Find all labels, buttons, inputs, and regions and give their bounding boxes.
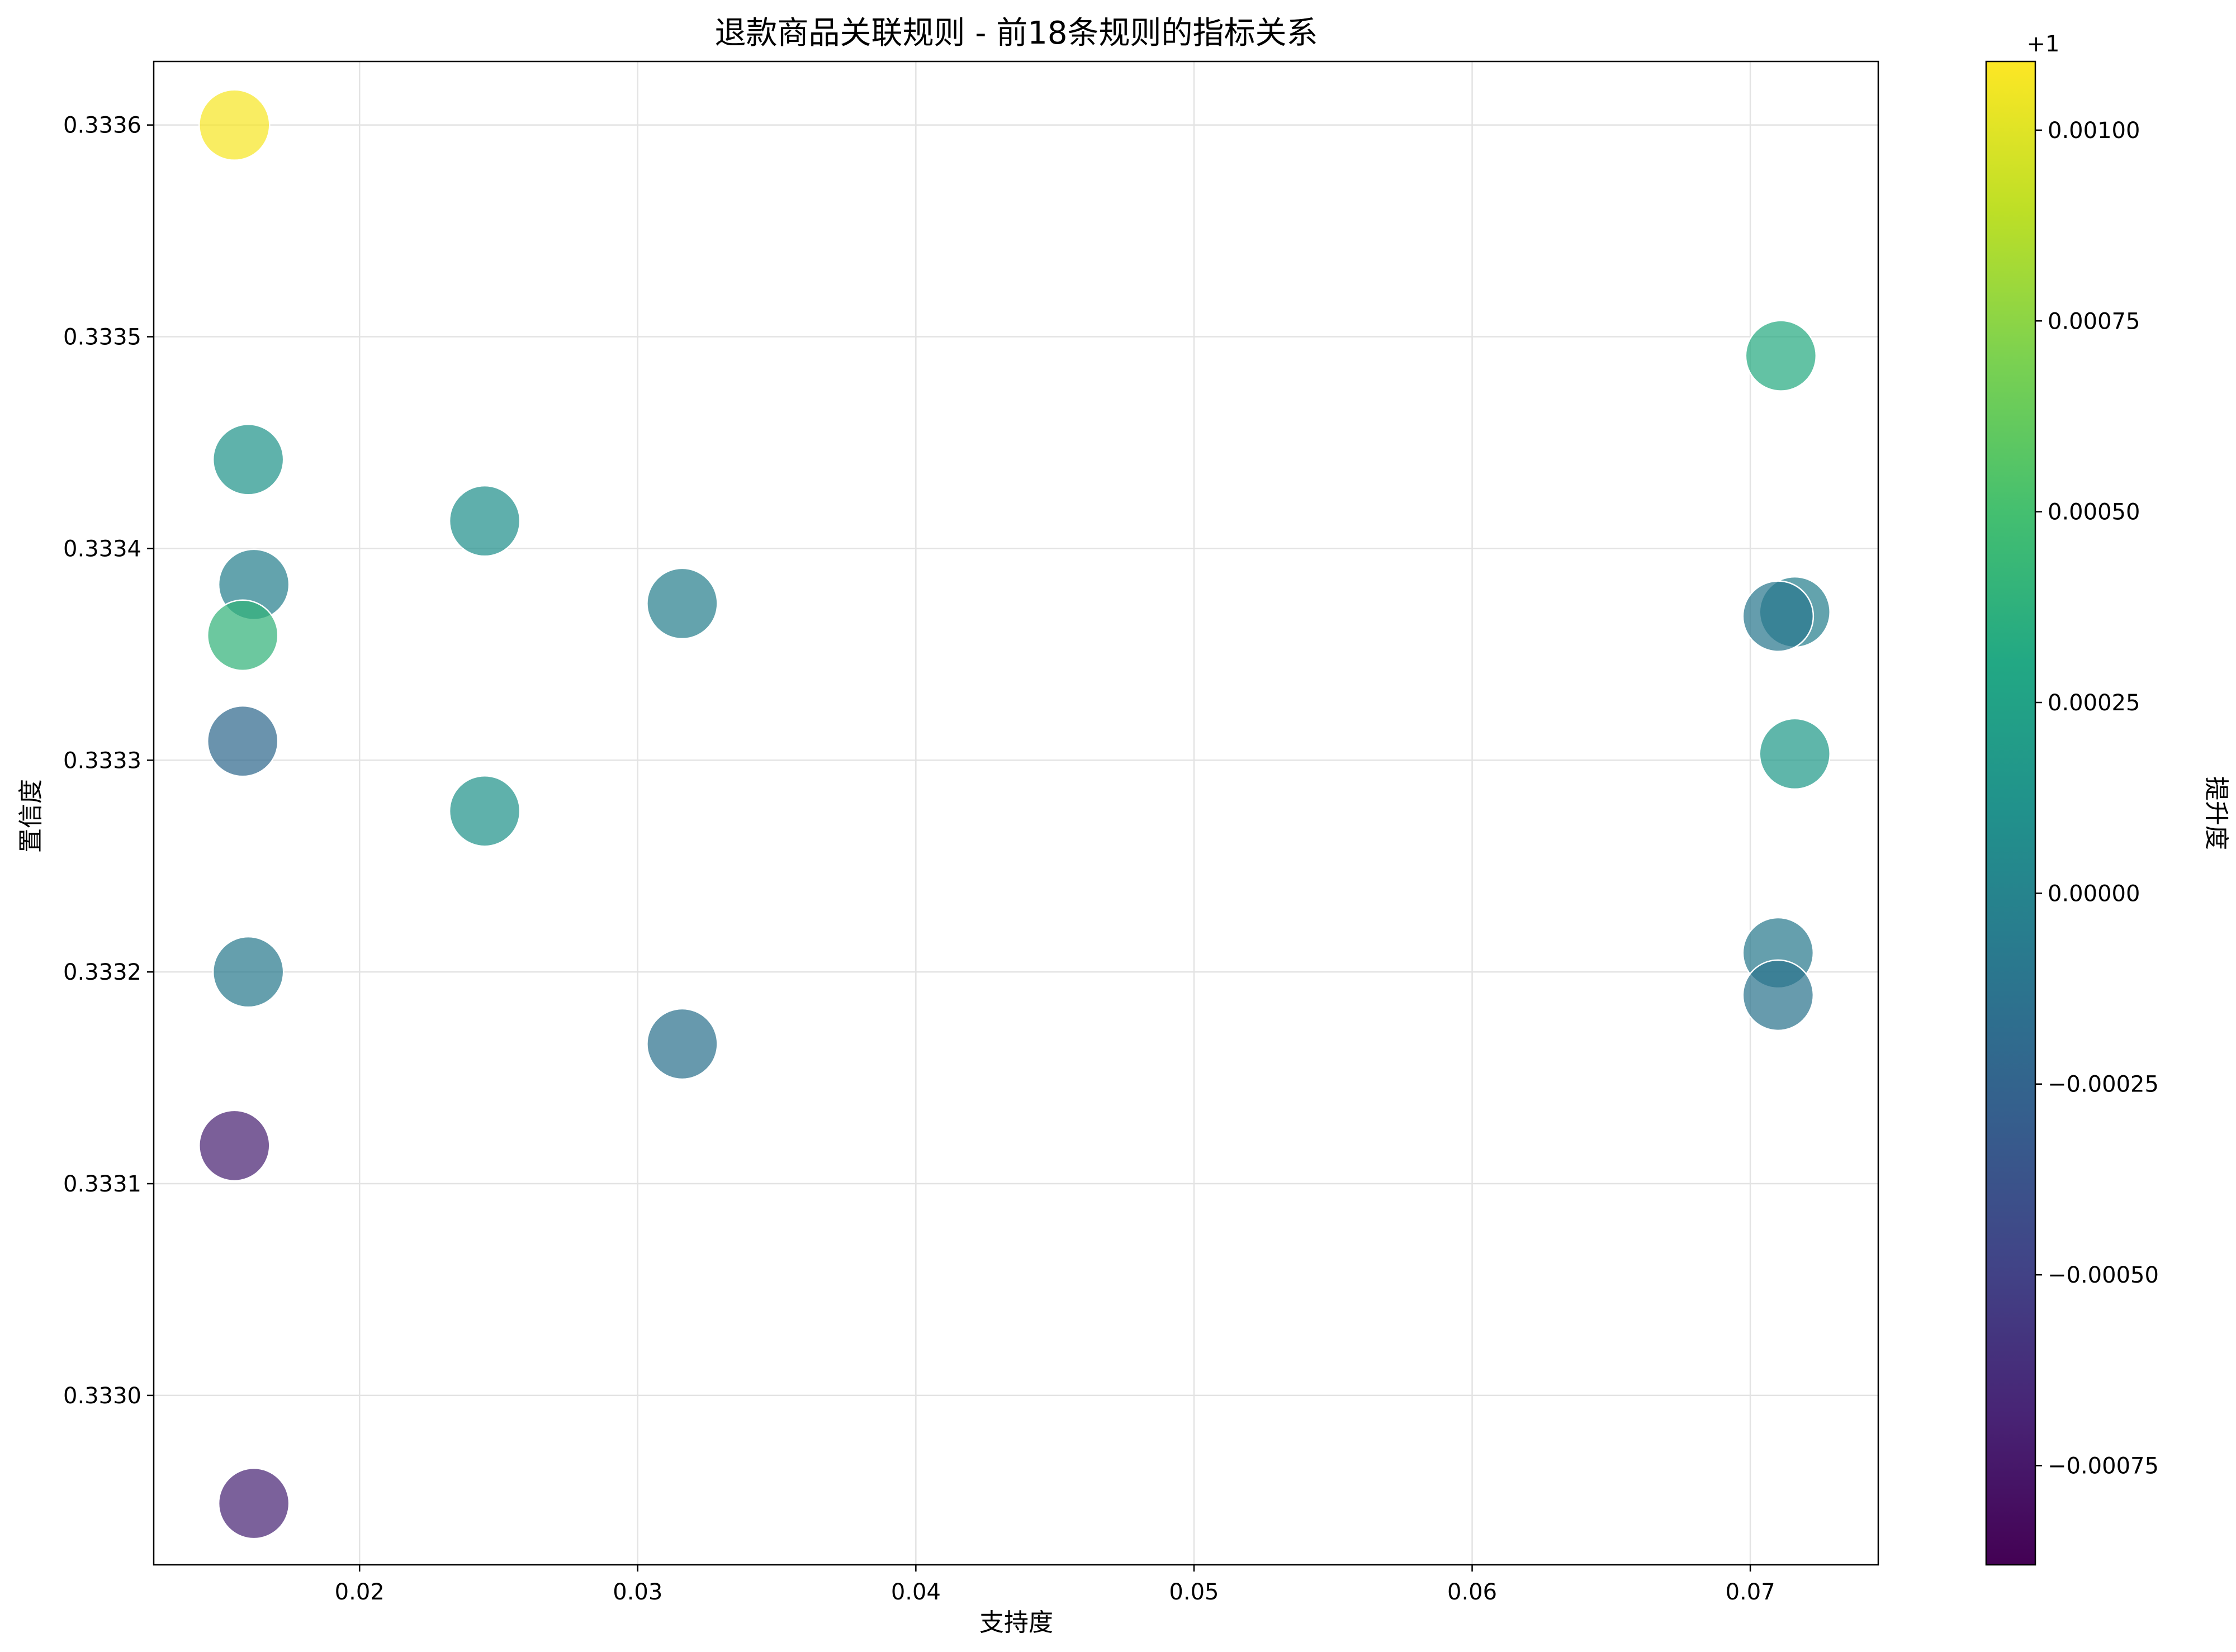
colorbar-tick-label: 0.00100 [2048, 118, 2140, 144]
colorbar-label: 提升度 [2202, 776, 2230, 850]
grid-lines [154, 61, 1878, 1565]
scatter-point [1745, 320, 1817, 392]
x-tick-label: 0.05 [1169, 1579, 1219, 1605]
scatter-point [448, 775, 521, 847]
scatter-point [212, 936, 285, 1008]
y-tick-label: 0.3335 [63, 325, 141, 350]
x-tick-label: 0.06 [1447, 1579, 1497, 1605]
y-tick-label: 0.3332 [63, 960, 141, 985]
y-tick-label: 0.3336 [63, 113, 141, 139]
scatter-point [1759, 718, 1831, 790]
y-tick-label: 0.3331 [63, 1171, 141, 1197]
x-tick-label: 0.03 [613, 1579, 662, 1605]
scatter-point [646, 1008, 718, 1080]
colorbar-tick-label: −0.00025 [2048, 1072, 2159, 1098]
colorbar-tick-label: 0.00000 [2048, 881, 2140, 906]
plot-frame [153, 60, 1879, 1566]
scatter-point [212, 424, 285, 496]
y-tick-label: 0.3330 [63, 1383, 141, 1409]
x-tick-label: 0.04 [891, 1579, 941, 1605]
y-tick-label: 0.3334 [63, 536, 141, 562]
scatter-point [646, 567, 718, 640]
scatter-point [217, 1467, 290, 1540]
colorbar-offset-label: +1 [2027, 31, 2060, 57]
scatter-point [198, 1109, 271, 1182]
colorbar-tick-label: 0.00050 [2048, 500, 2140, 525]
y-tick-label: 0.3333 [63, 748, 141, 773]
scatter-point [206, 705, 279, 777]
colorbar: +1 提升度 −0.00075 −0.00050 −0.00025 0.00000 0.… [1985, 31, 2230, 1566]
x-axis-label: 支持度 [979, 1608, 1053, 1637]
colorbar-tick-label: 0.00025 [2048, 690, 2140, 716]
scatter-point [206, 599, 279, 671]
scatter-point [1742, 580, 1815, 652]
scatter-point [448, 485, 521, 557]
colorbar-tick-label: −0.00050 [2048, 1262, 2159, 1288]
axes: 0.02 0.03 0.04 0.05 0.06 0.07 0.3330 0.3331 0.33… [63, 60, 1879, 1605]
colorbar-tick-label: −0.00075 [2048, 1453, 2159, 1479]
colorbar-ticks: −0.00075 −0.00050 −0.00025 0.00000 0.00025 0.… [2035, 118, 2159, 1479]
x-tick-label: 0.02 [335, 1579, 385, 1605]
scatter-point [1742, 959, 1815, 1032]
data-points [198, 89, 1831, 1540]
chart-title: 退款商品关联规则 - 前18条规则的指标关系 [714, 15, 1318, 51]
x-tick-label: 0.07 [1726, 1579, 1775, 1605]
y-axis-label: 置信度 [17, 779, 45, 853]
scatter-point [198, 89, 271, 161]
colorbar-gradient [1985, 60, 2036, 1566]
colorbar-tick-label: 0.00075 [2048, 308, 2140, 334]
